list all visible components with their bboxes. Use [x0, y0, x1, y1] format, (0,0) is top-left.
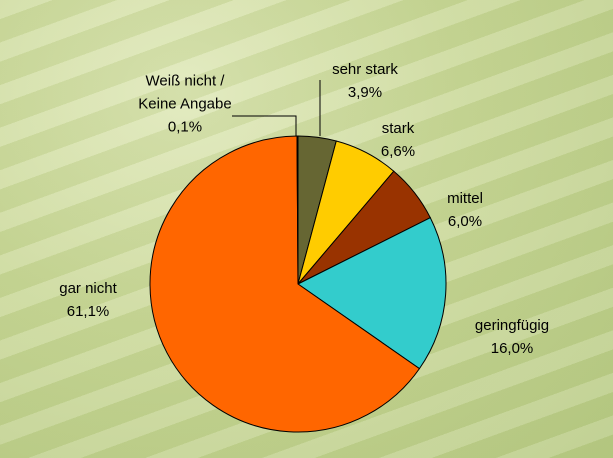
value-label: 3,9%: [332, 81, 398, 104]
leader-line: [232, 116, 296, 136]
pie-area: [0, 0, 613, 458]
category-label: sehr stark: [332, 58, 398, 81]
category-label: stark: [381, 117, 415, 140]
chart: sehr stark3,9% stark6,6% mittel6,0% geringf…: [0, 0, 613, 458]
category-label: geringfügig: [475, 314, 549, 337]
value-label: 0,1%: [138, 116, 231, 139]
value-label: 16,0%: [475, 337, 549, 360]
value-label: 6,0%: [447, 210, 483, 233]
category-label: mittel: [447, 187, 483, 210]
value-label: 6,6%: [381, 140, 415, 163]
category-label: gar nicht: [59, 277, 117, 300]
category-label: Weiß nicht / Keine Angabe: [138, 70, 231, 116]
value-label: 61,1%: [59, 300, 117, 323]
